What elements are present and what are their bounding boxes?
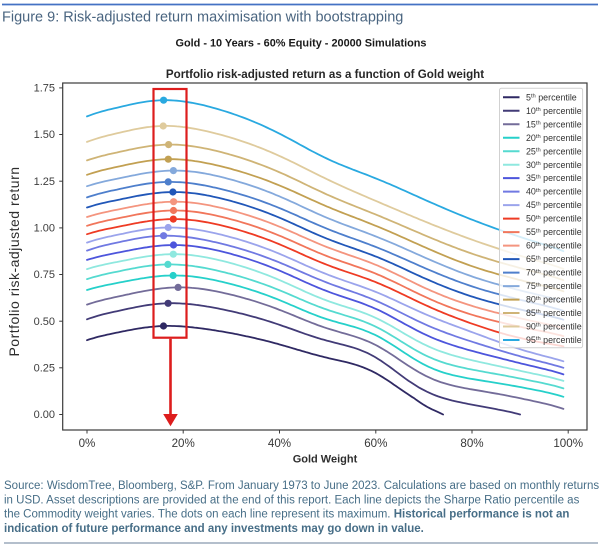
svg-text:10th percentile: 10th percentile bbox=[526, 106, 582, 116]
svg-text:Source: WisdomTree, Bloomberg,: Source: WisdomTree, Bloomberg, S&P. From… bbox=[4, 480, 599, 492]
svg-text:Portfolio risk-adjusted return: Portfolio risk-adjusted return bbox=[6, 166, 22, 356]
svg-text:5th percentile: 5th percentile bbox=[526, 92, 577, 102]
svg-text:Portfolio risk-adjusted return: Portfolio risk-adjusted return as a func… bbox=[166, 68, 484, 81]
svg-text:30th percentile: 30th percentile bbox=[526, 160, 582, 170]
svg-text:0.00: 0.00 bbox=[34, 409, 55, 421]
svg-text:the Commodity weight varies. T: the Commodity weight varies. The dots on… bbox=[4, 509, 569, 521]
svg-text:15th percentile: 15th percentile bbox=[526, 119, 582, 129]
svg-text:0.75: 0.75 bbox=[34, 269, 55, 281]
svg-text:in USD. Asset descriptions are: in USD. Asset descriptions are provided … bbox=[4, 494, 580, 506]
svg-text:1.75: 1.75 bbox=[34, 83, 55, 95]
svg-text:1.00: 1.00 bbox=[34, 223, 55, 235]
svg-text:40%: 40% bbox=[268, 437, 291, 450]
svg-text:55th percentile: 55th percentile bbox=[526, 227, 582, 237]
svg-text:Gold Weight: Gold Weight bbox=[293, 454, 358, 466]
svg-text:75th percentile: 75th percentile bbox=[526, 281, 582, 291]
svg-text:0%: 0% bbox=[79, 437, 96, 450]
svg-text:indication of future performan: indication of future performance and any… bbox=[4, 523, 424, 535]
svg-text:20th percentile: 20th percentile bbox=[526, 133, 582, 143]
svg-text:1.50: 1.50 bbox=[34, 129, 55, 141]
svg-text:80%: 80% bbox=[460, 437, 483, 450]
svg-text:100%: 100% bbox=[553, 437, 583, 450]
svg-text:20%: 20% bbox=[172, 437, 195, 450]
svg-text:65th percentile: 65th percentile bbox=[526, 254, 582, 264]
svg-text:40th percentile: 40th percentile bbox=[526, 187, 582, 197]
svg-text:70th percentile: 70th percentile bbox=[526, 268, 582, 278]
svg-text:60%: 60% bbox=[364, 437, 387, 450]
svg-text:90th percentile: 90th percentile bbox=[526, 322, 582, 332]
svg-text:0.50: 0.50 bbox=[34, 316, 55, 328]
svg-text:1.25: 1.25 bbox=[34, 176, 55, 188]
svg-text:60th percentile: 60th percentile bbox=[526, 241, 582, 251]
svg-text:85th percentile: 85th percentile bbox=[526, 308, 582, 318]
svg-text:35th percentile: 35th percentile bbox=[526, 173, 582, 183]
svg-text:Figure 9: Risk-adjusted return: Figure 9: Risk-adjusted return maximisat… bbox=[2, 10, 403, 26]
svg-text:50th percentile: 50th percentile bbox=[526, 214, 582, 224]
svg-text:Gold - 10 Years - 60% Equity -: Gold - 10 Years - 60% Equity - 20000 Sim… bbox=[176, 38, 427, 50]
svg-text:80th percentile: 80th percentile bbox=[526, 295, 582, 305]
svg-text:25th percentile: 25th percentile bbox=[526, 146, 582, 156]
svg-text:0.25: 0.25 bbox=[34, 362, 55, 374]
svg-text:95th percentile: 95th percentile bbox=[526, 335, 582, 345]
svg-text:45th percentile: 45th percentile bbox=[526, 200, 582, 210]
